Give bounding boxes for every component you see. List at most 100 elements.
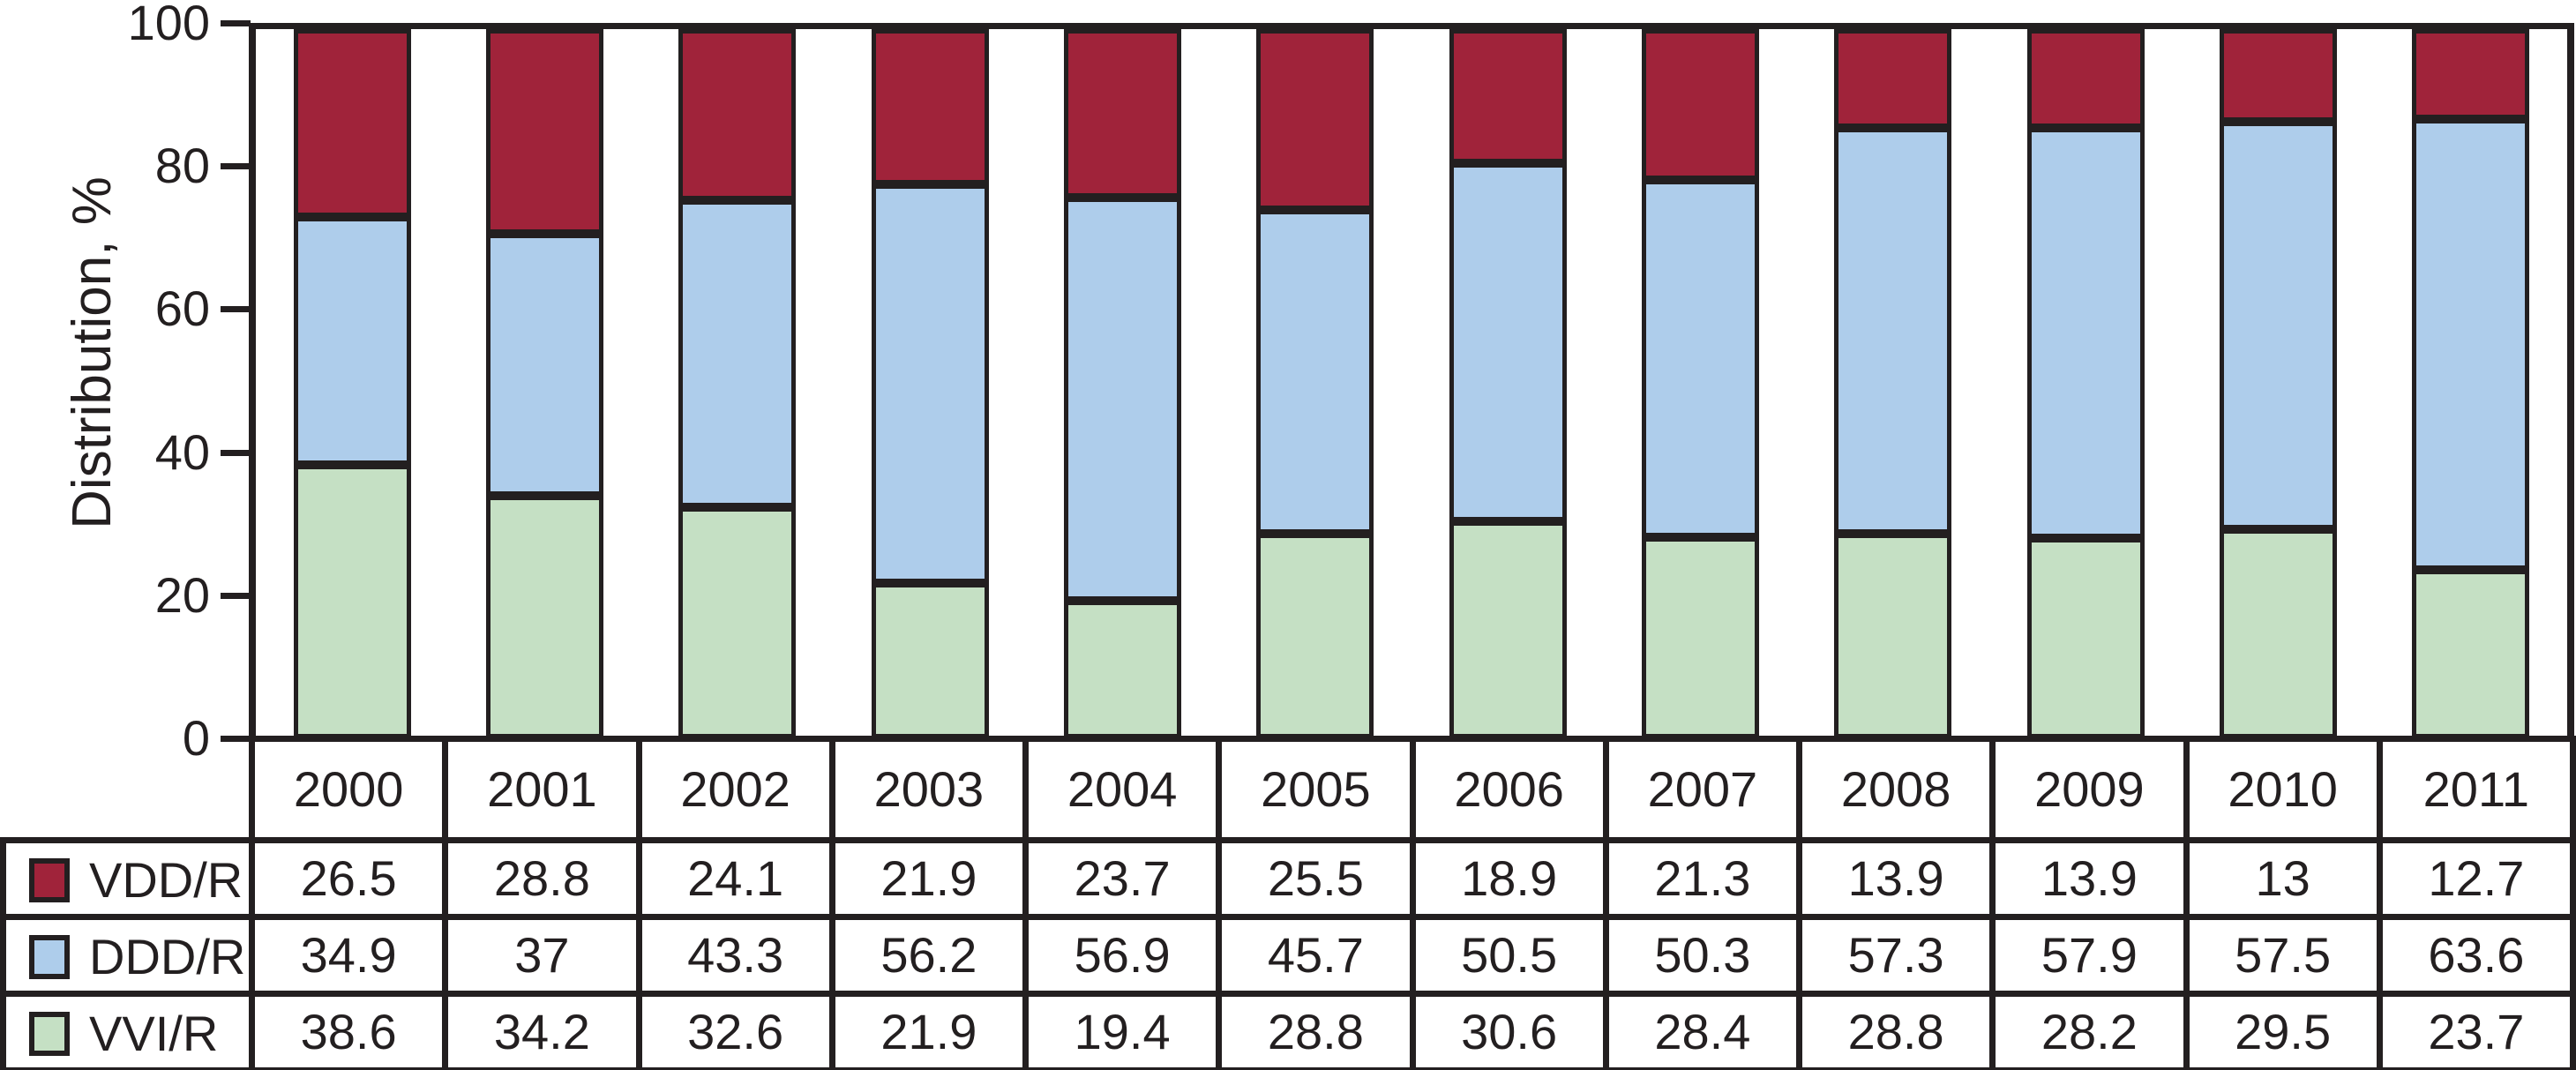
bar-segment-vddr-2010 bbox=[2219, 29, 2338, 122]
bar-slot-2007 bbox=[1604, 29, 1796, 738]
value-cell-dddr-2006: 50.5 bbox=[1409, 914, 1609, 997]
y-tick-mark bbox=[221, 592, 251, 599]
y-tick-label: 20 bbox=[154, 566, 210, 623]
value-cell-vddr-2011: 12.7 bbox=[2376, 837, 2576, 920]
year-header-2005: 2005 bbox=[1216, 736, 1416, 843]
bar-segment-vddr-2011 bbox=[2412, 29, 2530, 120]
legend-swatch-dddr-icon bbox=[29, 935, 70, 980]
bar-segment-vvir-2011 bbox=[2412, 570, 2530, 738]
value-cell-dddr-2004: 56.9 bbox=[1022, 914, 1223, 997]
table-row-vddr: VDD/R 26.5 28.8 24.1 21.9 23.7 25.5 18.9 21.3 13.… bbox=[0, 837, 2576, 920]
bar-segment-dddr-2002 bbox=[678, 199, 797, 507]
value-cell-vvir-2003: 21.9 bbox=[828, 991, 1030, 1070]
bar-segment-vvir-2010 bbox=[2219, 528, 2338, 738]
value-cell-vvir-2002: 32.6 bbox=[635, 991, 835, 1070]
bar-segment-dddr-2007 bbox=[1641, 180, 1760, 537]
year-header-2011: 2011 bbox=[2376, 736, 2576, 843]
legend-cell-dddr: DDD/R bbox=[0, 914, 255, 997]
year-header-2008: 2008 bbox=[1795, 736, 1996, 843]
stacked-bar-2002 bbox=[678, 29, 797, 738]
stacked-bar-2011 bbox=[2412, 29, 2530, 738]
bar-segment-vvir-2005 bbox=[1256, 534, 1374, 738]
stacked-bar-2010 bbox=[2219, 29, 2338, 738]
legend-swatch-vddr-icon bbox=[29, 858, 70, 903]
value-cell-vddr-2009: 13.9 bbox=[1989, 837, 2190, 920]
y-tick-label: 80 bbox=[154, 138, 210, 194]
bar-slot-2010 bbox=[2182, 29, 2374, 738]
bar-slot-2011 bbox=[2375, 29, 2567, 738]
y-tick-label: 0 bbox=[182, 710, 210, 766]
year-header-2000: 2000 bbox=[248, 736, 449, 843]
bar-segment-vddr-2003 bbox=[871, 29, 989, 185]
legend-swatch-vvir-icon bbox=[29, 1012, 70, 1057]
bar-segment-dddr-2008 bbox=[1834, 127, 1952, 535]
value-cell-vvir-2011: 23.7 bbox=[2376, 991, 2576, 1070]
bar-segment-vvir-2007 bbox=[1641, 536, 1760, 738]
bar-segment-dddr-2004 bbox=[1063, 197, 1182, 602]
y-tick-mark bbox=[221, 306, 251, 313]
stacked-bar-2005 bbox=[1256, 29, 1374, 738]
bar-segment-vddr-2005 bbox=[1256, 29, 1374, 211]
stacked-bar-2000 bbox=[293, 29, 411, 738]
bar-segment-dddr-2000 bbox=[293, 217, 411, 465]
stacked-bar-2008 bbox=[1834, 29, 1952, 738]
bar-segment-vddr-2009 bbox=[2026, 29, 2145, 128]
value-cell-vvir-2008: 28.8 bbox=[1795, 991, 1996, 1070]
y-tick-mark bbox=[221, 20, 251, 26]
value-cell-dddr-2002: 43.3 bbox=[635, 914, 835, 997]
bar-segment-vvir-2002 bbox=[678, 506, 797, 738]
stacked-bar-2009 bbox=[2026, 29, 2145, 738]
bar-slot-2001 bbox=[448, 29, 640, 738]
value-cell-vvir-2005: 28.8 bbox=[1216, 991, 1416, 1070]
y-tick-label: 40 bbox=[154, 423, 210, 480]
stacked-bar-2003 bbox=[871, 29, 989, 738]
value-cell-vddr-2000: 26.5 bbox=[248, 837, 449, 920]
value-cell-dddr-2011: 63.6 bbox=[2376, 914, 2576, 997]
year-header-2010: 2010 bbox=[2183, 736, 2383, 843]
stacked-bar-2006 bbox=[1449, 29, 1567, 738]
bar-slot-2005 bbox=[1219, 29, 1412, 738]
value-cell-vvir-2010: 29.5 bbox=[2183, 991, 2383, 1070]
bar-segment-vvir-2006 bbox=[1449, 520, 1567, 738]
bar-segment-vvir-2009 bbox=[2026, 538, 2145, 738]
value-cell-vddr-2002: 24.1 bbox=[635, 837, 835, 920]
value-cell-vddr-2008: 13.9 bbox=[1795, 837, 1996, 920]
legend-label-dddr: DDD/R bbox=[89, 929, 246, 985]
value-cell-vddr-2005: 25.5 bbox=[1216, 837, 1416, 920]
value-cell-dddr-2007: 50.3 bbox=[1602, 914, 1803, 997]
bar-segment-dddr-2010 bbox=[2219, 121, 2338, 529]
plot-area bbox=[249, 23, 2574, 738]
bar-segment-vvir-2000 bbox=[293, 464, 411, 738]
value-cell-vddr-2010: 13 bbox=[2183, 837, 2383, 920]
value-cell-vvir-2006: 30.6 bbox=[1409, 991, 1609, 1070]
bar-segment-dddr-2005 bbox=[1256, 210, 1374, 535]
value-cell-vddr-2006: 18.9 bbox=[1409, 837, 1609, 920]
bar-segment-dddr-2006 bbox=[1449, 162, 1567, 521]
y-tick-label: 60 bbox=[154, 281, 210, 337]
year-header-2007: 2007 bbox=[1602, 736, 1803, 843]
stacked-bar-2007 bbox=[1641, 29, 1760, 738]
bar-slot-2003 bbox=[834, 29, 1026, 738]
bar-segment-dddr-2003 bbox=[871, 184, 989, 583]
bar-segment-vvir-2001 bbox=[485, 496, 604, 738]
data-table: 2000 2001 2002 2003 2004 2005 2006 2007 2008 2009… bbox=[0, 736, 2576, 1070]
bar-slot-2009 bbox=[1989, 29, 2182, 738]
bar-segment-vddr-2006 bbox=[1449, 29, 1567, 163]
legend-cell-vddr: VDD/R bbox=[0, 837, 255, 920]
bar-segment-vddr-2004 bbox=[1063, 29, 1182, 198]
bar-segment-vddr-2000 bbox=[293, 29, 411, 218]
bar-slot-2004 bbox=[1026, 29, 1218, 738]
bar-segment-vvir-2008 bbox=[1834, 534, 1952, 738]
value-cell-dddr-2010: 57.5 bbox=[2183, 914, 2383, 997]
bar-segment-vvir-2004 bbox=[1063, 601, 1182, 738]
bar-slot-2002 bbox=[641, 29, 834, 738]
bar-segment-vddr-2008 bbox=[1834, 29, 1952, 128]
legend-label-vddr: VDD/R bbox=[89, 852, 243, 909]
value-cell-dddr-2000: 34.9 bbox=[248, 914, 449, 997]
bar-slot-2008 bbox=[1797, 29, 1989, 738]
table-row-vvir: VVI/R 38.6 34.2 32.6 21.9 19.4 28.8 30.6 28.4 28.… bbox=[0, 991, 2576, 1070]
stacked-bar-2001 bbox=[485, 29, 604, 738]
value-cell-vvir-2000: 38.6 bbox=[248, 991, 449, 1070]
value-cell-vddr-2007: 21.3 bbox=[1602, 837, 1803, 920]
